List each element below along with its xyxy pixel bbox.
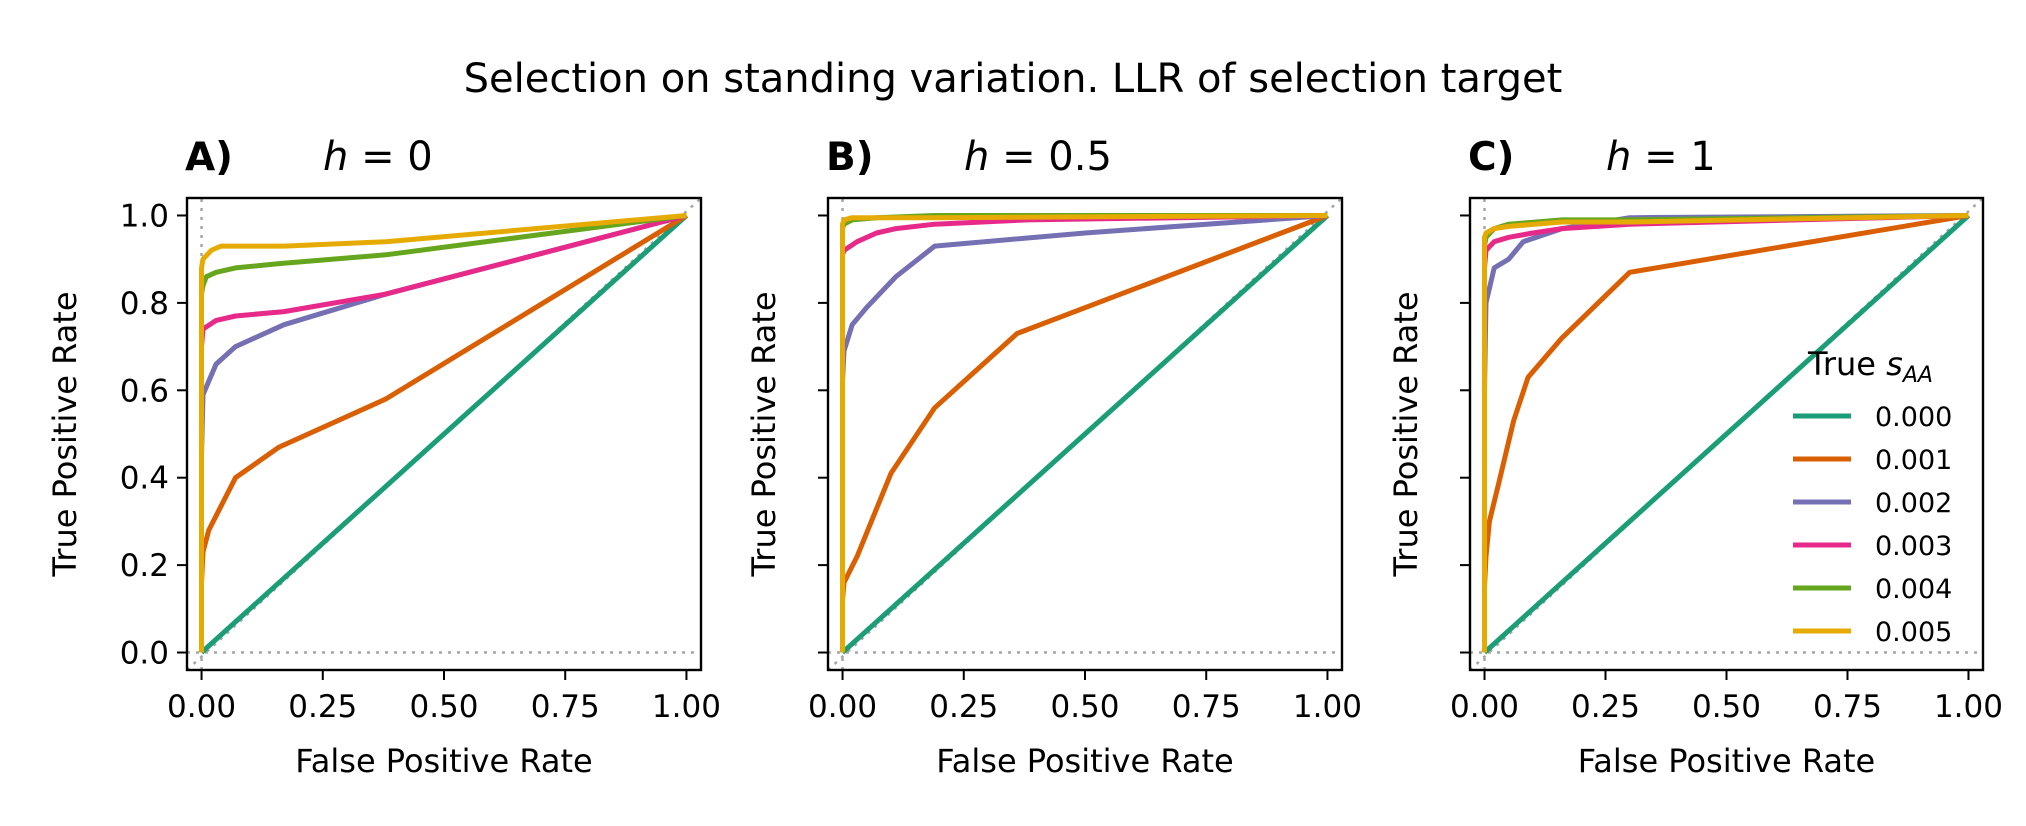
roc-panel-c: 0.00 0.25 0.50 0.75 1.00 False Positive Rate T…: [1387, 134, 2003, 780]
x-tick-label: 1.00: [1293, 689, 1362, 725]
x-axis-label: False Positive Rate: [1578, 742, 1875, 780]
x-tick-label: 0.00: [1450, 689, 1519, 725]
plot-area: [187, 198, 701, 670]
legend-label-0.001: 0.001: [1875, 445, 1952, 476]
x-tick-label: 0.75: [1813, 689, 1882, 725]
y-tick-label: 1.0: [120, 198, 169, 234]
panel-h-label: h = 1: [1606, 134, 1716, 180]
panel-letter: A): [185, 135, 233, 180]
x-tick-label: 1.00: [652, 689, 721, 725]
legend-label-0.003: 0.003: [1875, 531, 1952, 562]
x-tick-label: 0.75: [531, 689, 600, 725]
roc-panel-b: 0.00 0.25 0.50 0.75 1.00 False Positive Rate T…: [745, 134, 1362, 780]
x-tick-label: 0.00: [167, 689, 236, 725]
y-tick-label: 0.2: [120, 548, 169, 584]
panels: 0.00 0.25 0.50 0.75 1.00 0.0 0.2 0.4 0.6 0.8 1.0 Fa…: [46, 134, 2003, 780]
x-tick-label: 0.25: [929, 689, 998, 725]
roc-panel-a: 0.00 0.25 0.50 0.75 1.00 0.0 0.2 0.4 0.6 0.8 1.0 Fa…: [46, 134, 721, 780]
legend: True sAA 0.000 0.001 0.002 0.003 0.004 0.005: [1793, 345, 1952, 648]
series-line-0.000: [199, 213, 689, 655]
x-tick-label: 0.00: [808, 689, 877, 725]
panel-letter: C): [1468, 135, 1514, 180]
legend-title: True sAA: [1807, 345, 1933, 388]
x-tick-label: 0.50: [409, 689, 478, 725]
panel-h-label: h = 0: [323, 134, 433, 180]
legend-label-0.000: 0.000: [1875, 402, 1952, 433]
panel-letter: B): [826, 135, 874, 180]
y-axis-label: True Positive Rate: [46, 291, 84, 577]
x-tick-label: 0.75: [1172, 689, 1241, 725]
series-line-0.000: [840, 213, 1330, 655]
y-axis-label: True Positive Rate: [1387, 291, 1425, 577]
y-tick-label: 0.8: [120, 286, 169, 322]
series-line-0.005: [840, 213, 1328, 653]
y-axis-label: True Positive Rate: [745, 291, 783, 577]
y-tick-label: 0.0: [120, 636, 169, 672]
panel-h-label: h = 0.5: [964, 134, 1112, 180]
plot-area: [1470, 198, 1983, 670]
x-tick-label: 1.00: [1934, 689, 2003, 725]
x-tick-label: 0.25: [1571, 689, 1640, 725]
y-tick-label: 0.6: [120, 373, 169, 409]
plot-area: [828, 198, 1342, 670]
series-line-0.005: [1482, 213, 1969, 653]
legend-label-0.005: 0.005: [1875, 617, 1952, 648]
y-tick-label: 0.4: [120, 461, 169, 497]
series-line-0.000: [1482, 213, 1971, 655]
x-tick-label: 0.25: [288, 689, 357, 725]
legend-label-0.002: 0.002: [1875, 488, 1952, 519]
x-axis-label: False Positive Rate: [936, 742, 1233, 780]
series-line-0.005: [199, 213, 687, 653]
x-tick-label: 0.50: [1692, 689, 1761, 725]
legend-label-0.004: 0.004: [1875, 574, 1952, 605]
x-axis-label: False Positive Rate: [295, 742, 592, 780]
x-tick-label: 0.50: [1050, 689, 1119, 725]
figure-title: Selection on standing variation. LLR of …: [464, 56, 1563, 102]
